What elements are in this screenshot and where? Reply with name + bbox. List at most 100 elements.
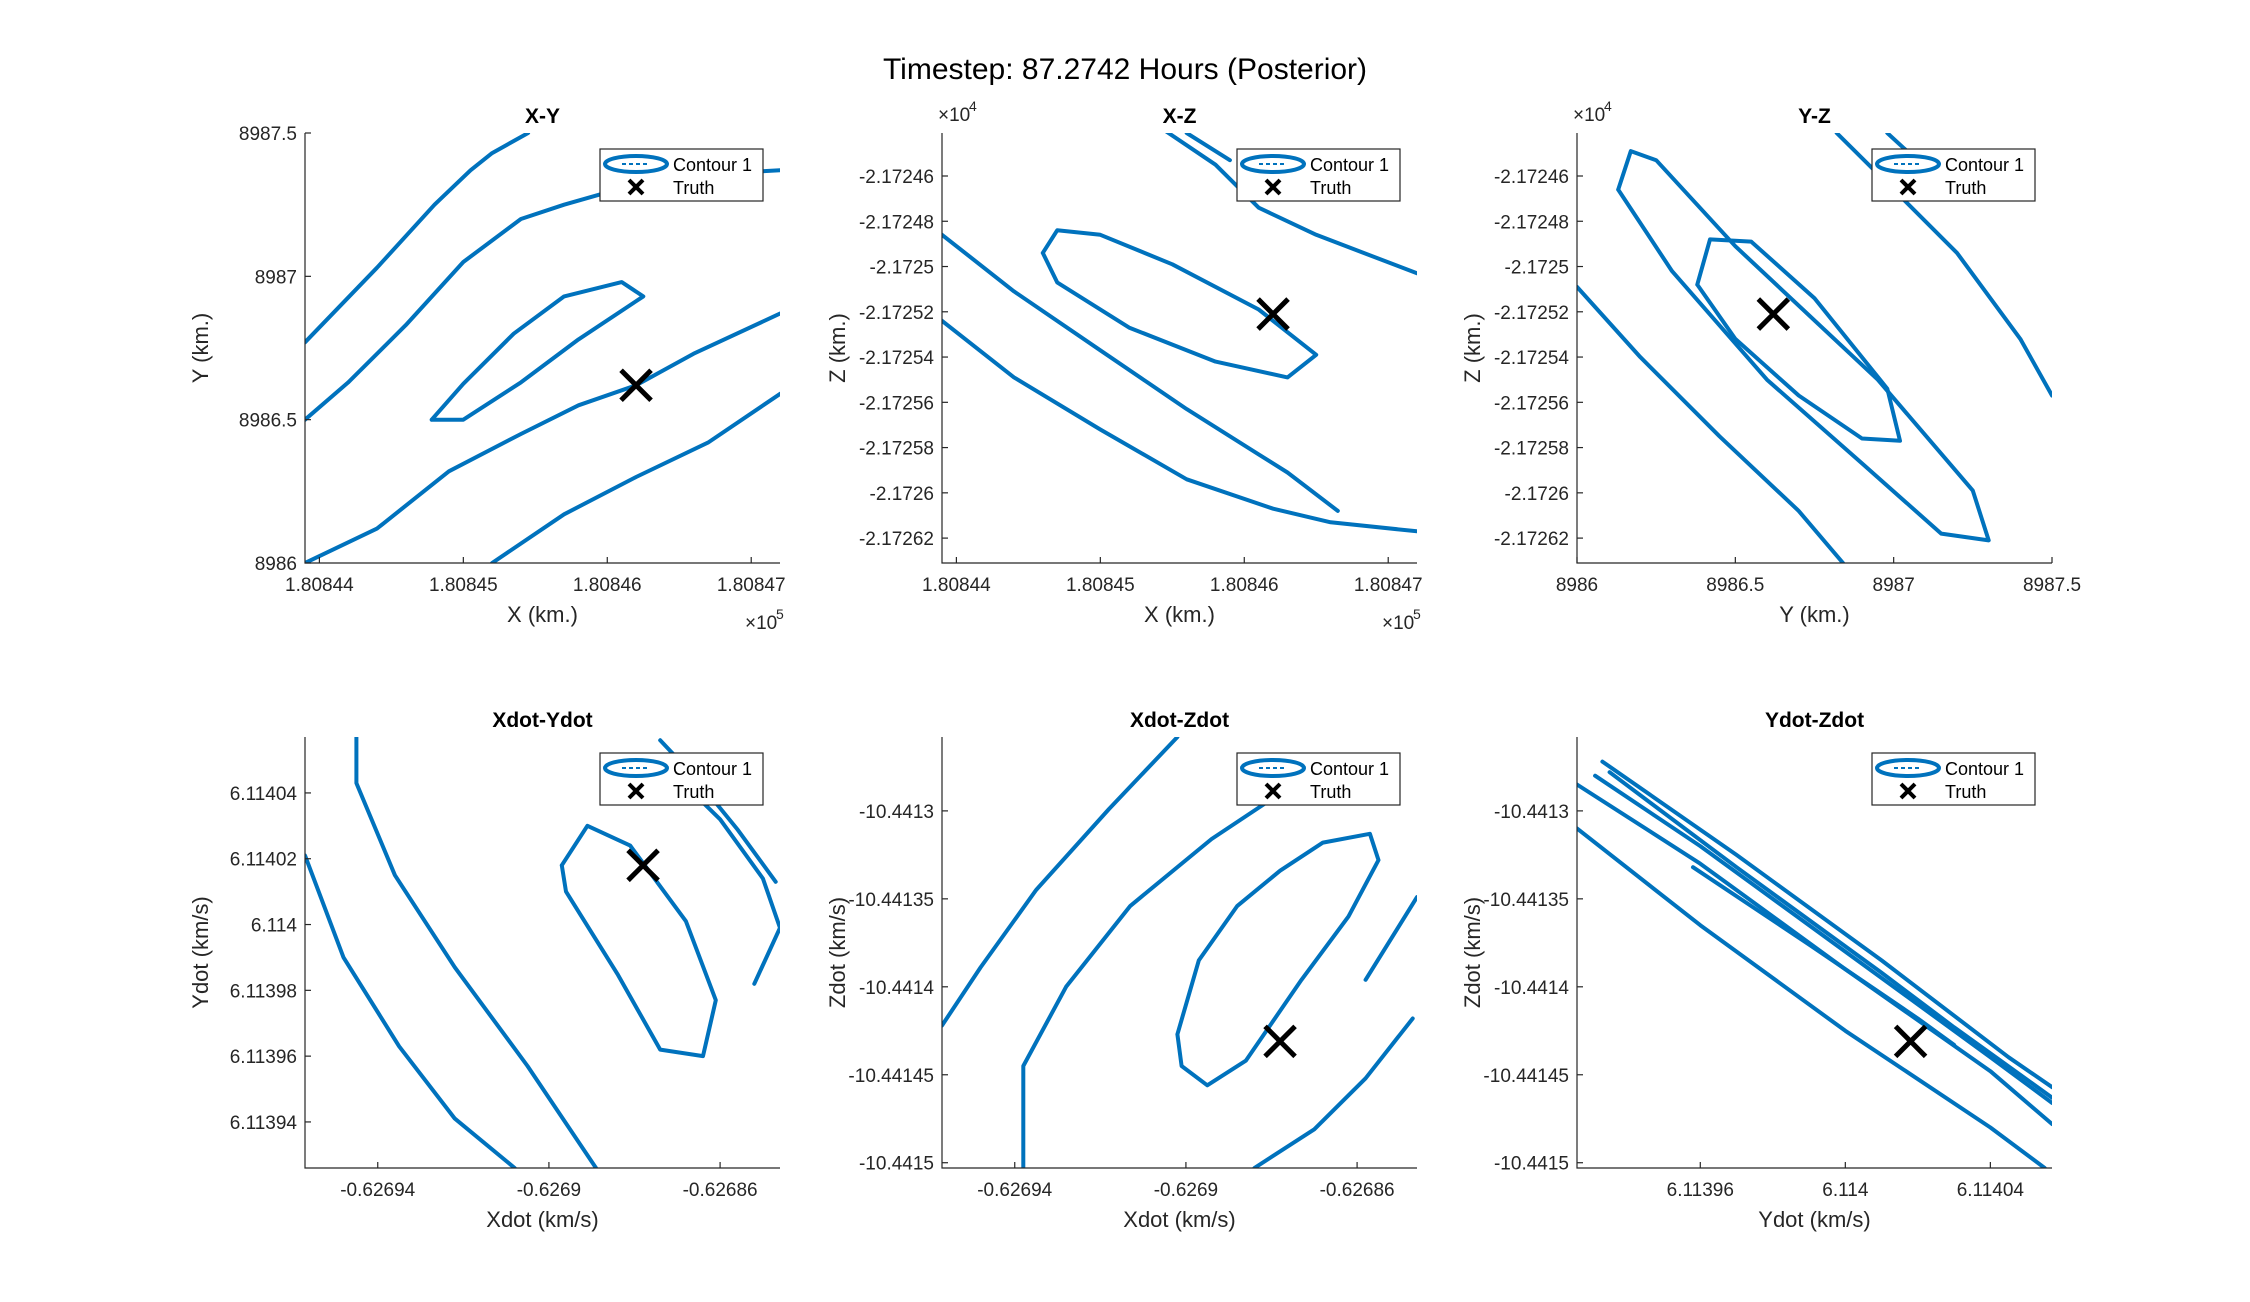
legend-contour-icon xyxy=(603,758,669,778)
contour-line xyxy=(1593,773,2052,1105)
y-tick-label: -10.44145 xyxy=(1483,1066,1569,1087)
x-tick-label: -0.62686 xyxy=(683,1180,758,1201)
y-tick-label: -2.17262 xyxy=(859,529,934,550)
y-tick-label: -2.17262 xyxy=(1494,529,1569,550)
subplot-title: Y-Z xyxy=(1798,105,1831,128)
contour-line xyxy=(305,311,780,563)
y-tick-label: -2.17246 xyxy=(1494,167,1569,188)
contour-line xyxy=(1252,1016,1415,1168)
y-tick-label: -10.4415 xyxy=(859,1154,934,1175)
legend-contour-label: Contour 1 xyxy=(1945,155,2024,175)
legend-contour-icon xyxy=(1875,758,1941,778)
legend-truth-label: Truth xyxy=(1945,782,1986,802)
legend-contour-icon xyxy=(1240,154,1306,174)
contour-lines xyxy=(1577,133,2052,563)
legend-contour-icon xyxy=(1875,154,1941,174)
subplot-title: Xdot-Zdot xyxy=(1130,709,1229,732)
y-exponent-label: ×10 xyxy=(938,105,970,126)
y-tick-label: -10.44145 xyxy=(848,1066,934,1087)
truth-marker xyxy=(1256,297,1290,331)
truth-marker xyxy=(1756,297,1791,331)
y-tick-label: 6.11396 xyxy=(230,1047,297,1068)
subplot-title: X-Y xyxy=(525,105,560,128)
subplot-6: 6.11396 6.114 6.11404 -10.4415 -10.44145 -10.… xyxy=(1460,709,2052,1232)
y-axis-label: Zdot (km/s) xyxy=(1460,897,1485,1008)
legend: Contour 1 Truth xyxy=(1871,148,2036,202)
x-tick-label: 8987.5 xyxy=(2023,575,2081,596)
x-tick-label: 1.80846 xyxy=(573,575,642,596)
x-tick-label: 1.80844 xyxy=(922,575,991,596)
y-tick-label: -2.17258 xyxy=(859,439,934,460)
y-tick-label: -10.4414 xyxy=(859,978,934,999)
contour-line xyxy=(1577,826,2047,1168)
x-tick-label: 8986.5 xyxy=(1706,575,1764,596)
axes-frame xyxy=(941,133,1417,564)
y-tick-label: -2.1725 xyxy=(870,258,934,279)
y-tick-label: -2.17246 xyxy=(859,167,934,188)
x-tick-label: -0.62694 xyxy=(340,1180,415,1201)
x-axis-label: X (km.) xyxy=(1144,602,1215,627)
x-axis-label: X (km.) xyxy=(507,602,578,627)
y-axis-label: Z (km.) xyxy=(1460,313,1485,383)
contour-line xyxy=(1577,284,1845,563)
contour-line xyxy=(1600,759,2052,1090)
contour-line xyxy=(942,232,1340,513)
x-exponent-label: ×10 xyxy=(745,613,777,634)
legend-contour-icon xyxy=(1240,758,1306,778)
contour-line xyxy=(305,853,517,1168)
subplot-title: Xdot-Ydot xyxy=(492,709,592,732)
y-tick-label: -10.4413 xyxy=(859,802,934,823)
y-tick-label: -10.4414 xyxy=(1494,978,1569,999)
legend: Contour 1 Truth xyxy=(1236,752,1401,806)
subplot-title: X-Z xyxy=(1163,105,1197,128)
contour-line xyxy=(1164,133,1417,276)
subplot-title: Ydot-Zdot xyxy=(1765,709,1864,732)
x-axis-label: Ydot (km/s) xyxy=(1758,1207,1870,1232)
y-axis-label: Zdot (km/s) xyxy=(825,897,850,1008)
contour-line xyxy=(354,737,598,1168)
legend-truth-icon xyxy=(627,782,645,800)
y-tick-label: -10.44135 xyxy=(1483,890,1569,911)
contour-line xyxy=(1184,133,1232,163)
y-tick-label: -2.17248 xyxy=(1494,212,1569,233)
legend-truth-label: Truth xyxy=(673,178,714,198)
legend-truth-icon xyxy=(1899,782,1917,800)
contour-line xyxy=(305,188,617,422)
x-tick-label: 1.80844 xyxy=(285,575,354,596)
y-tick-label: -10.44135 xyxy=(848,890,934,911)
legend-contour-label: Contour 1 xyxy=(1310,155,1389,175)
subplot-1: 1.80844 1.80845 1.80846 1.80847 8986 8986.5 89… xyxy=(188,105,786,634)
contour-line xyxy=(942,737,1180,1028)
y-axis-label: Z (km.) xyxy=(825,313,850,383)
legend-contour-label: Contour 1 xyxy=(673,759,752,779)
y-exponent-value: 4 xyxy=(969,98,977,114)
y-exponent-value: 4 xyxy=(1604,98,1612,114)
contour-line xyxy=(1577,782,2052,1126)
y-tick-label: -2.17256 xyxy=(1494,393,1569,414)
y-tick-label: -2.17252 xyxy=(859,303,934,324)
contour-line xyxy=(429,280,646,422)
y-tick-label: -2.17252 xyxy=(1494,303,1569,324)
x-exponent-label: ×10 xyxy=(1382,613,1414,634)
truth-marker xyxy=(626,848,660,883)
y-axis-label: Ydot (km/s) xyxy=(188,896,213,1008)
legend: Contour 1 Truth xyxy=(599,752,764,806)
contour-line xyxy=(305,133,531,345)
contour-lines xyxy=(1577,759,2052,1168)
legend-truth-label: Truth xyxy=(1310,178,1351,198)
legend-contour-label: Contour 1 xyxy=(1945,759,2024,779)
x-tick-label: 6.114 xyxy=(1822,1180,1869,1201)
axes-frame xyxy=(941,737,1417,1169)
legend-truth-icon xyxy=(627,178,645,196)
y-tick-label: 8987.5 xyxy=(239,124,297,145)
x-exponent-value: 5 xyxy=(1413,606,1421,622)
contour-line xyxy=(490,391,780,563)
x-axis-label: Y (km.) xyxy=(1779,602,1849,627)
contour-line xyxy=(1363,895,1417,982)
subplot-5: -0.62694 -0.6269 -0.62686 -10.4415 -10.44145… xyxy=(825,709,1417,1232)
legend-truth-icon xyxy=(1899,178,1917,196)
y-tick-label: -2.17248 xyxy=(859,212,934,233)
legend-truth-icon xyxy=(1264,782,1282,800)
y-tick-label: -2.1726 xyxy=(870,484,934,505)
y-tick-label: -2.17254 xyxy=(1494,348,1569,369)
